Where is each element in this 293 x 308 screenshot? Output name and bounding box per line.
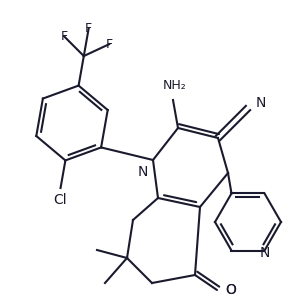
Text: F: F	[60, 30, 68, 43]
Text: O: O	[225, 283, 236, 297]
Text: N: N	[259, 245, 270, 260]
Text: N: N	[256, 96, 266, 110]
Text: O: O	[225, 283, 236, 297]
Text: NH₂: NH₂	[163, 79, 187, 92]
Text: F: F	[105, 38, 113, 51]
Text: F: F	[85, 22, 92, 35]
Text: Cl: Cl	[54, 193, 67, 207]
Text: N: N	[138, 165, 148, 179]
